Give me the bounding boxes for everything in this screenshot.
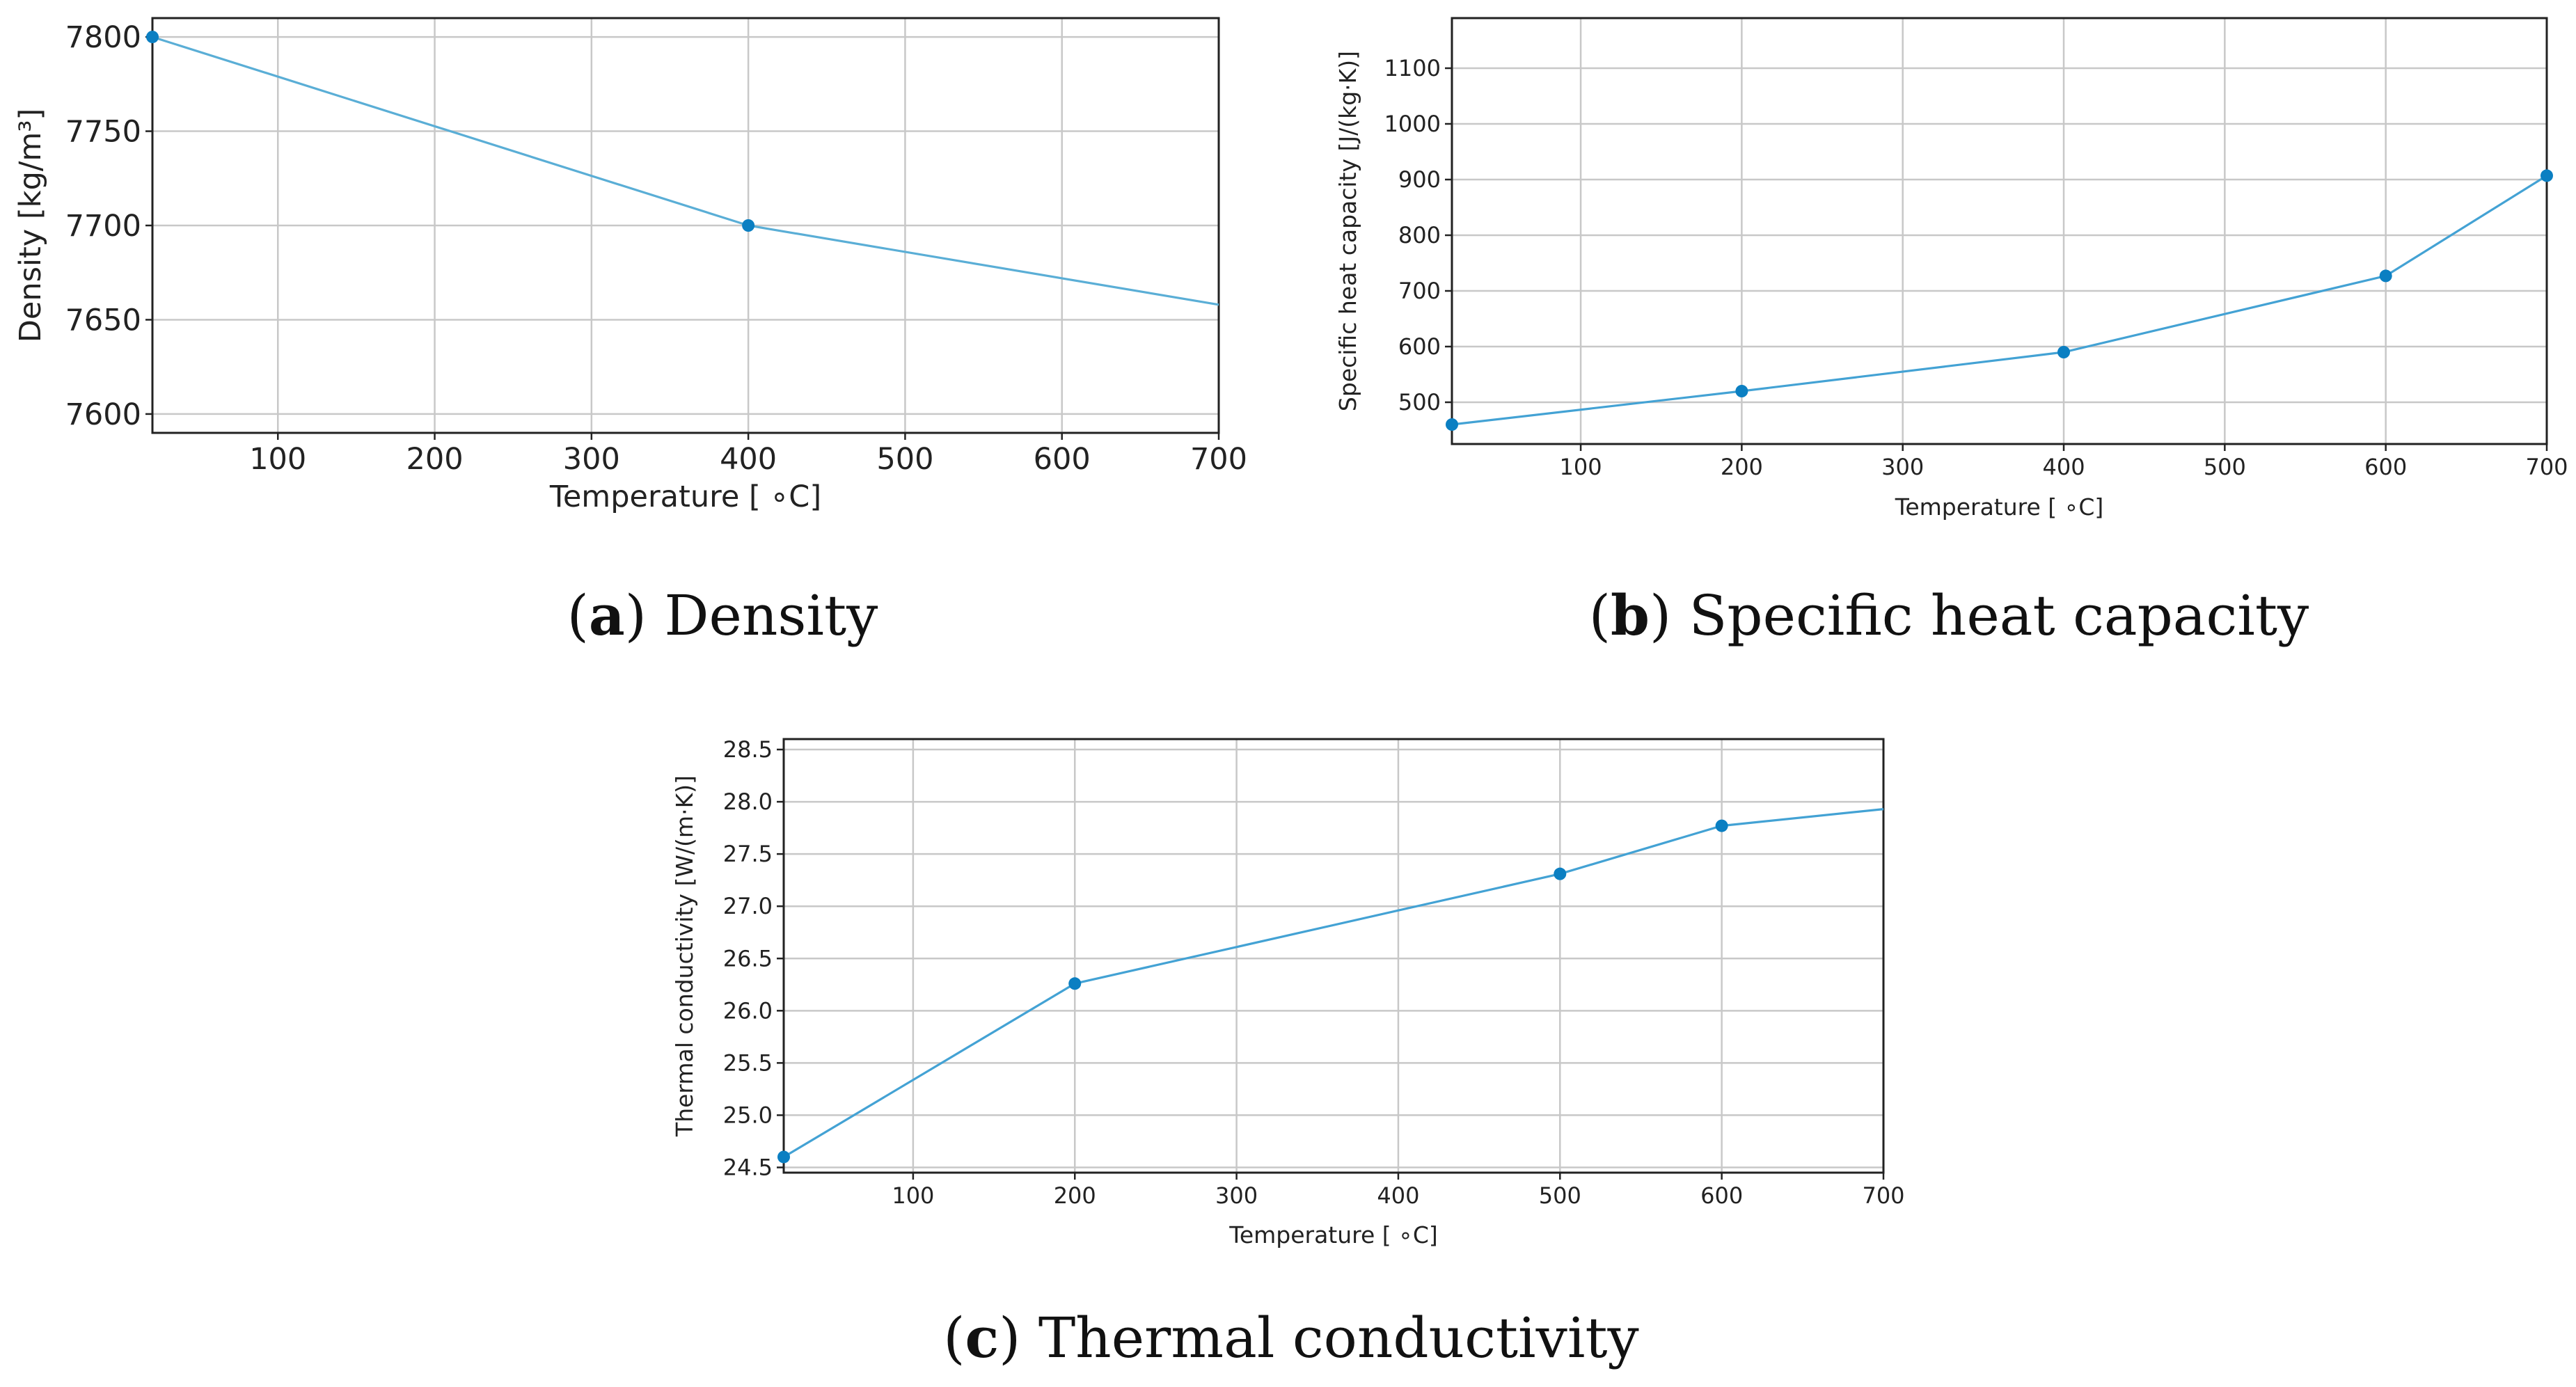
specific-heat-y-tick-label: 500 [1398,389,1441,415]
specific-heat-grid [1452,18,2548,444]
density-series-line [152,35,1219,306]
panel-density: 100 200 300 400 500 600 700 7600 7650 7700 7750 780… [13,17,1247,648]
density-y-tick-label: 7750 [65,115,141,150]
density-caption: (a) Density [567,582,878,648]
specific-heat-x-tick-label: 100 [1560,454,1602,480]
specific-heat-y-tick-label: 1100 [1384,55,1441,81]
specific-heat-x-tick-label: 700 [2525,454,2568,480]
specific-heat-series-line [1451,175,2547,426]
panel-thermal-conductivity: 100 200 300 400 500 600 700 24.5 25.0 25.5 26.0 26.… [671,736,1905,1370]
density-x-axis-label: Temperature [ ∘C] [549,479,821,514]
density-x-tick-label: 400 [720,442,777,477]
specific-heat-caption: (b) Specific heat capacity [1589,582,2309,648]
density-x-tick-label: 100 [249,442,306,477]
specific-heat-x-tick-label: 400 [2042,454,2085,480]
density-y-axis-label: Density [kg/m³] [13,109,48,343]
specific-heat-data-point [1735,385,1748,397]
specific-heat-caption-letter: b [1611,582,1650,648]
thermal-conductivity-grid [784,739,1885,1173]
density-x-tick-label: 200 [406,442,463,477]
specific-heat-y-axis-label: Specific heat capacity [J/(kg·K)] [1334,51,1361,411]
density-data-point [742,219,755,232]
thermal-conductivity-x-axis-label: Temperature [ ∘C] [1228,1221,1437,1249]
density-grid [152,18,1220,433]
thermal-conductivity-data-point [1554,867,1567,880]
thermal-conductivity-y-axis-label: Thermal conductivity [W/(m·K)] [671,775,698,1137]
density-x-tick-label: 700 [1190,442,1247,477]
thermal-conductivity-plot-frame [782,738,1885,1174]
thermal-conductivity-data-point [1715,819,1728,832]
thermal-conductivity-y-tick-label: 28.0 [723,788,773,815]
specific-heat-y-tick-label: 900 [1398,166,1441,193]
thermal-conductivity-x-tick-label: 500 [1539,1182,1581,1209]
thermal-conductivity-data-point [777,1150,790,1164]
density-y-tick-label: 7650 [65,303,141,338]
specific-heat-y-tick-label: 600 [1398,333,1441,360]
thermal-conductivity-x-tick-label: 600 [1700,1182,1743,1209]
density-x-tick-label: 300 [563,442,620,477]
density-caption-text: Density [664,583,878,648]
thermal-conductivity-x-tick-label: 300 [1215,1182,1258,1209]
density-x-tick-label: 500 [876,442,933,477]
density-data-point [146,31,159,44]
thermal-conductivity-series [777,808,1884,1164]
thermal-conductivity-y-tick-label: 24.5 [723,1154,773,1180]
density-y-axis-label-main: Density [kg/m³] [13,109,48,343]
thermal-conductivity-caption-letter: c [965,1305,999,1370]
density-series [146,31,1219,306]
thermal-conductivity-ticks: 100 200 300 400 500 600 700 24.5 25.0 25.5 26.0 26.… [723,736,1905,1209]
specific-heat-series [1446,169,2553,431]
density-y-tick-label: 7800 [65,20,141,55]
specific-heat-plot-frame [1451,17,2548,445]
thermal-conductivity-data-point [1068,977,1082,990]
specific-heat-data-point [2057,346,2071,358]
thermal-conductivity-x-tick-label: 400 [1377,1182,1419,1209]
specific-heat-x-tick-label: 200 [1721,454,1763,480]
specific-heat-x-axis-label: Temperature [ ∘C] [1895,493,2103,521]
thermal-conductivity-x-tick-label: 700 [1862,1182,1904,1209]
panel-specific-heat: 100 200 300 400 500 600 700 500 600 700 800 900 1000… [1334,17,2568,648]
thermal-conductivity-caption: (c) Thermal conductivity [943,1305,1639,1370]
thermal-conductivity-y-tick-label: 25.5 [723,1049,773,1076]
thermal-conductivity-y-tick-label: 27.5 [723,841,773,867]
specific-heat-data-point [2379,269,2392,283]
thermal-conductivity-y-tick-label: 25.0 [723,1102,773,1128]
specific-heat-y-tick-label: 800 [1398,222,1441,248]
thermal-conductivity-y-tick-label: 26.5 [723,945,773,972]
density-y-tick-label: 7700 [65,209,141,244]
thermal-conductivity-series-line [783,808,1884,1158]
thermal-conductivity-x-tick-label: 200 [1054,1182,1096,1209]
specific-heat-x-tick-label: 300 [1881,454,1924,480]
thermal-conductivity-y-tick-label: 28.5 [723,736,773,763]
thermal-conductivity-caption-text: Thermal conductivity [1038,1306,1639,1370]
specific-heat-data-point [1446,418,1458,431]
density-caption-letter: a [589,582,625,648]
thermal-conductivity-y-tick-label: 26.0 [723,997,773,1024]
specific-heat-y-tick-label: 1000 [1384,111,1441,137]
density-ticks: 100 200 300 400 500 600 700 7600 7650 7700 7750 780… [65,20,1247,477]
specific-heat-caption-text: Specific heat capacity [1689,583,2309,648]
specific-heat-y-tick-label: 700 [1398,278,1441,304]
density-x-tick-label: 600 [1034,442,1091,477]
thermal-conductivity-y-tick-label: 27.0 [723,893,773,919]
specific-heat-x-tick-label: 500 [2204,454,2246,480]
density-y-tick-label: 7600 [65,397,141,432]
specific-heat-data-point [2541,169,2553,182]
thermal-conductivity-x-tick-label: 100 [892,1182,934,1209]
specific-heat-x-tick-label: 600 [2364,454,2407,480]
specific-heat-ticks: 100 200 300 400 500 600 700 500 600 700 800 900 1000… [1384,55,2568,480]
